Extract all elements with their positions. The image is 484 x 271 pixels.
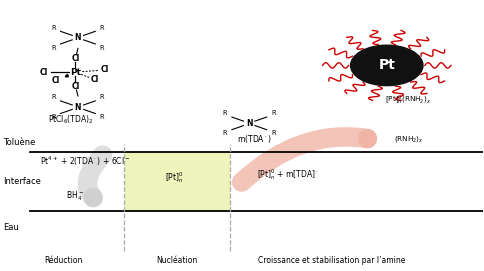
Text: R: R xyxy=(51,25,56,31)
Text: Cl: Cl xyxy=(100,66,108,75)
FancyArrowPatch shape xyxy=(242,137,367,182)
Text: R: R xyxy=(51,45,56,51)
Text: R: R xyxy=(223,110,227,116)
Text: R: R xyxy=(100,25,105,31)
Text: [Pt]$^0_n$(RNH$_2$)$_x$: [Pt]$^0_n$(RNH$_2$)$_x$ xyxy=(385,94,432,107)
Text: Nucléation: Nucléation xyxy=(156,256,197,265)
Text: N: N xyxy=(75,103,81,112)
Text: R: R xyxy=(51,114,56,120)
Text: PtCl$_6$(TDA)$_2$: PtCl$_6$(TDA)$_2$ xyxy=(48,113,93,125)
Text: Pt$^{4+}$ + 2(TDA$^\cdot$) + 6Cl$^-$: Pt$^{4+}$ + 2(TDA$^\cdot$) + 6Cl$^-$ xyxy=(40,154,130,168)
Text: BH$_4^-$: BH$_4^-$ xyxy=(66,189,85,203)
Text: R: R xyxy=(100,114,105,120)
Text: Croissance et stabilisation par l’amine: Croissance et stabilisation par l’amine xyxy=(257,256,405,265)
Text: Cl: Cl xyxy=(40,68,48,77)
Text: R: R xyxy=(100,94,105,100)
Text: R: R xyxy=(271,110,276,116)
Text: Pt: Pt xyxy=(378,59,395,72)
Text: (RNH$_2$)$_x$: (RNH$_2$)$_x$ xyxy=(393,134,424,144)
Text: m(TDA$^\cdot$): m(TDA$^\cdot$) xyxy=(237,133,272,145)
Text: R: R xyxy=(51,94,56,100)
FancyArrowPatch shape xyxy=(88,155,103,198)
Text: R: R xyxy=(100,45,105,51)
Text: Réduction: Réduction xyxy=(44,256,83,265)
Text: Toluène: Toluène xyxy=(3,138,35,147)
Text: Cl: Cl xyxy=(71,54,80,63)
Text: Cl: Cl xyxy=(71,82,80,91)
Circle shape xyxy=(350,45,423,86)
Text: N: N xyxy=(75,33,81,42)
Text: [Pt]$^0_n$: [Pt]$^0_n$ xyxy=(165,170,184,185)
Text: Interface: Interface xyxy=(3,177,41,186)
Text: Eau: Eau xyxy=(3,223,19,232)
Text: Cl: Cl xyxy=(91,75,99,84)
Bar xyxy=(125,152,229,211)
Text: Pt: Pt xyxy=(70,68,81,77)
Text: Cl: Cl xyxy=(52,76,60,85)
Text: R: R xyxy=(271,130,276,137)
Text: [Pt]$^0_n$ + m[TDA]$^\cdot$: [Pt]$^0_n$ + m[TDA]$^\cdot$ xyxy=(257,167,319,182)
Text: N: N xyxy=(246,119,253,128)
Text: R: R xyxy=(223,130,227,137)
